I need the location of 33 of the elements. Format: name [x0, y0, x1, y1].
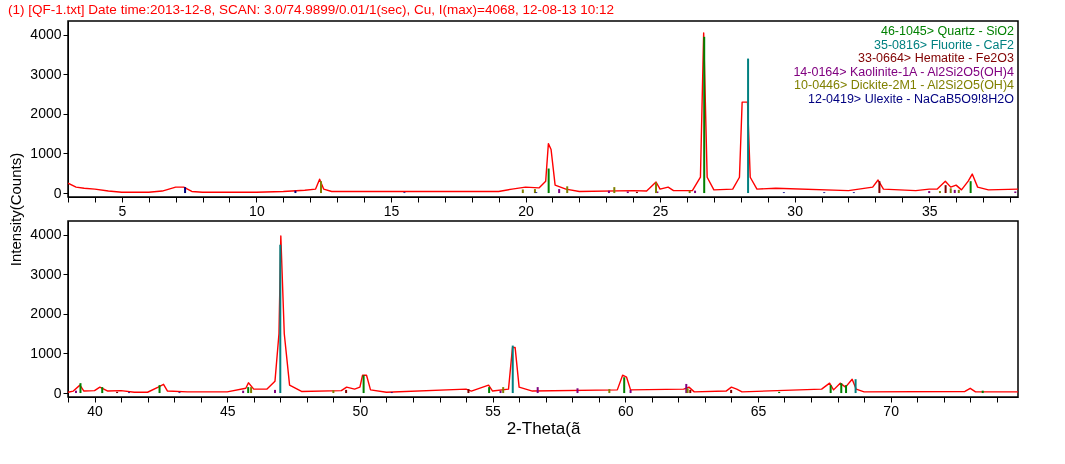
text: 12-0419> Ulexite - NaCaB5O9!8H2O — [807, 91, 1015, 106]
y-tick-label: 3000 — [30, 265, 62, 282]
y-tick-label: 1000 — [30, 144, 62, 161]
x-tick-label: 20 — [518, 202, 534, 219]
text: 14-0164> Kaolinite-1A - Al2Si2O5(OH)4 — [793, 64, 1015, 79]
x-axis-title: 2-Theta(ã — [506, 418, 581, 438]
text: 46-1045> Quartz - SiO2 — [880, 24, 1015, 38]
x-tick-label: 35 — [921, 202, 938, 219]
x-tick-label: 50 — [352, 402, 369, 419]
x-tick-label: 30 — [787, 202, 804, 219]
y-tick-label: 2000 — [30, 105, 62, 122]
y-tick-label: 2000 — [30, 305, 62, 322]
x-tick-label: 40 — [87, 402, 104, 419]
x-tick-label: 10 — [249, 202, 265, 219]
x-tick-label: 60 — [617, 402, 634, 419]
text: 35-0816> Fluorite - CaF2 — [873, 37, 1015, 52]
x-tick-label: 70 — [883, 402, 900, 419]
x-tick-label: 45 — [219, 402, 236, 419]
text: 10-0446> Dickite-2M1 - Al2Si2O5(OH)4 — [794, 78, 1015, 92]
chart-title: (1) [QF-1.txt] Date time:2013-12-8, SCAN: 3.0/74.9899/0.01/1(sec), Cu, I(max)=4068, 12-08-13 10:12 — [8, 1, 615, 17]
y-tick-label: 1000 — [30, 344, 62, 361]
y-tick-label: 3000 — [30, 65, 62, 82]
text: 33-0664> Hematite - Fe2O3 — [858, 51, 1015, 65]
y-tick-label: 4000 — [30, 226, 62, 243]
y-tick-label: 0 — [53, 184, 62, 201]
x-tick-label: 5 — [118, 202, 127, 219]
y-axis-title: Intensity(Counts) — [7, 152, 25, 267]
x-tick-label: 65 — [750, 402, 767, 419]
y-tick-label: 0 — [53, 384, 62, 401]
x-tick-label: 55 — [485, 402, 502, 419]
x-tick-label: 15 — [383, 202, 400, 219]
x-tick-label: 25 — [652, 202, 669, 219]
y-tick-label: 4000 — [30, 26, 62, 43]
